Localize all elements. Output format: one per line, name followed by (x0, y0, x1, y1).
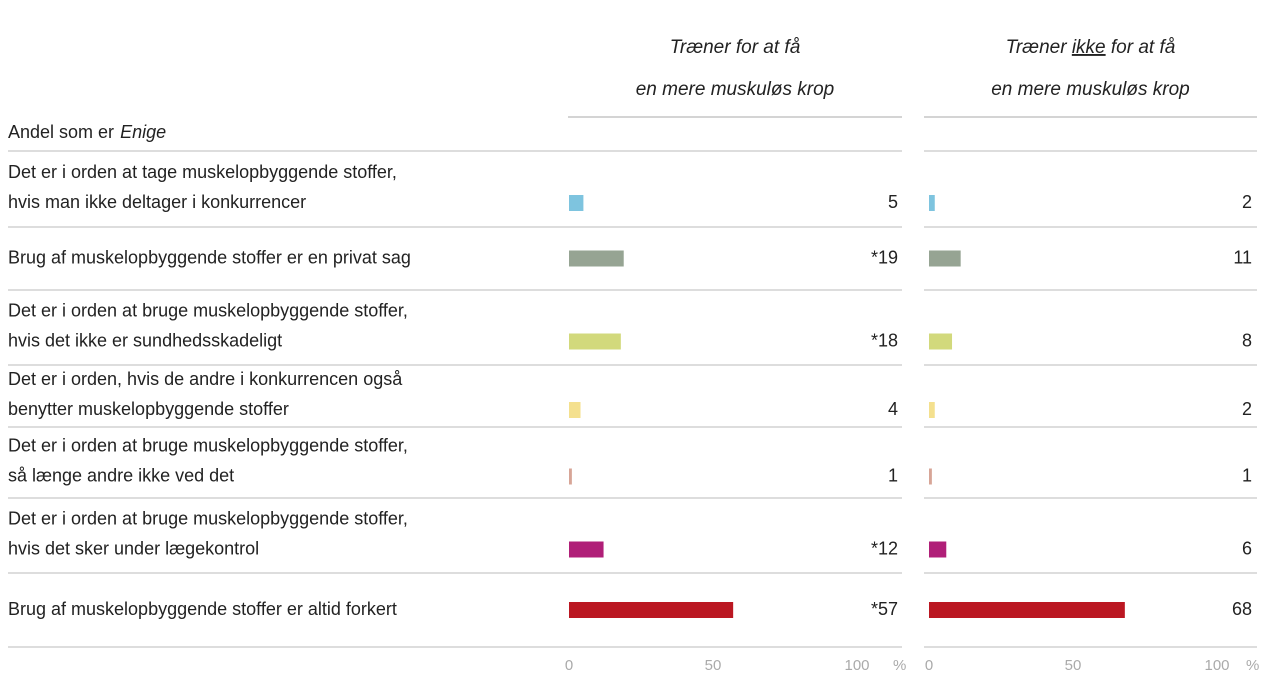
category-label: Det er i orden at bruge muskelopbyggende… (8, 508, 408, 528)
subtitle-emphasis: Enige (120, 122, 166, 142)
category-label: Det er i orden at bruge muskelopbyggende… (8, 300, 408, 320)
category-label: hvis det sker under lægekontrol (8, 538, 259, 558)
x-unit: % (1246, 657, 1259, 674)
value-label: 2 (1242, 399, 1252, 419)
category-label: Det er i orden, hvis de andre i konkurre… (8, 369, 403, 389)
value-label: 8 (1242, 330, 1252, 350)
bar (569, 468, 572, 485)
value-label: 68 (1232, 599, 1252, 619)
category-label: benytter muskelopbyggende stoffer (8, 399, 289, 419)
value-label: *57 (871, 599, 898, 619)
value-label: *18 (871, 330, 898, 350)
column-header: Træner ikke for at få (1006, 37, 1176, 58)
x-tick-label: 0 (565, 657, 573, 674)
category-label: Det er i orden at tage muskelopbyggende … (8, 162, 397, 182)
category-label: Brug af muskelopbyggende stoffer er alti… (8, 599, 397, 619)
value-label: 5 (888, 192, 898, 212)
bar (929, 333, 953, 350)
value-label: 2 (1242, 192, 1252, 212)
value-label: 6 (1242, 538, 1252, 558)
category-label: hvis det ikke er sundhedsskadeligt (8, 330, 282, 350)
x-tick-label: 50 (1065, 657, 1082, 674)
bar (569, 602, 734, 618)
bar (929, 195, 935, 211)
bar (569, 195, 584, 211)
value-label: 1 (1242, 465, 1252, 485)
value-label: 1 (888, 465, 898, 485)
bar (569, 250, 624, 267)
x-tick-label: 100 (1204, 657, 1229, 674)
category-label: Det er i orden at bruge muskelopbyggende… (8, 435, 408, 455)
column-header: en mere muskuløs krop (991, 79, 1190, 100)
bar (569, 402, 581, 418)
category-label: Brug af muskelopbyggende stoffer er en p… (8, 247, 411, 267)
bar (929, 468, 932, 485)
bar (569, 333, 621, 350)
value-label: 4 (888, 399, 898, 419)
value-label: *19 (871, 247, 898, 267)
x-tick-label: 0 (925, 657, 933, 674)
category-label: så længe andre ikke ved det (8, 465, 234, 485)
bar (929, 602, 1125, 618)
bar (569, 541, 604, 558)
value-label: 11 (1233, 247, 1252, 267)
x-tick-label: 50 (705, 657, 722, 674)
value-label: *12 (871, 538, 898, 558)
bar (929, 541, 947, 558)
x-tick-label: 100 (844, 657, 869, 674)
subtitle: Andel som er (8, 122, 114, 142)
bar (929, 402, 935, 418)
bar (929, 250, 961, 267)
column-header: en mere muskuløs krop (636, 79, 835, 100)
category-label: hvis man ikke deltager i konkurrencer (8, 192, 306, 212)
x-unit: % (893, 657, 906, 674)
column-header: Træner for at få (670, 37, 801, 58)
